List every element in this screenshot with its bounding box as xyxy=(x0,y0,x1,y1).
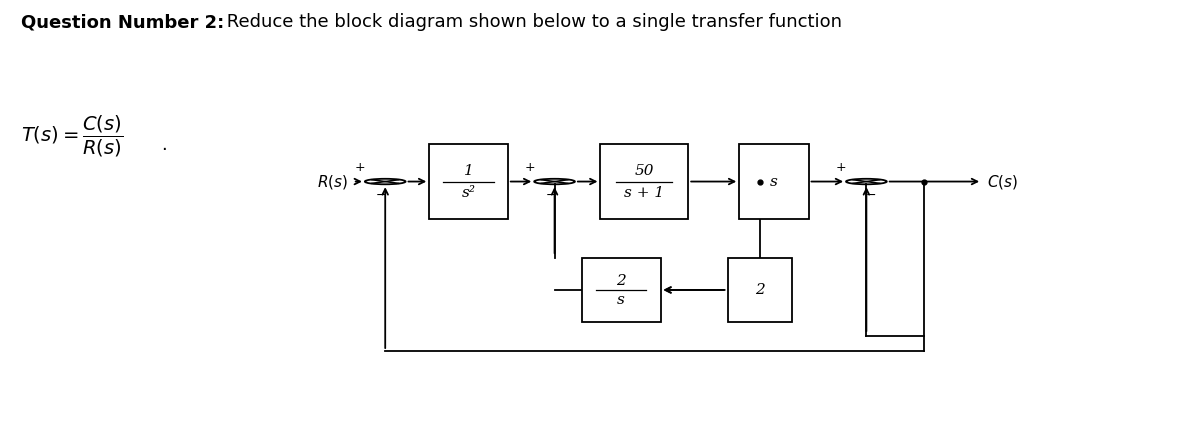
Text: .: . xyxy=(161,136,167,154)
Text: −: − xyxy=(866,189,875,202)
Text: $T(s) = \dfrac{C(s)}{R(s)}$: $T(s) = \dfrac{C(s)}{R(s)}$ xyxy=(21,114,124,159)
Text: +: + xyxy=(355,161,365,174)
Text: $C(s)$: $C(s)$ xyxy=(986,172,1017,191)
FancyBboxPatch shape xyxy=(739,144,808,219)
Text: 2: 2 xyxy=(755,283,765,297)
FancyBboxPatch shape xyxy=(581,258,660,322)
FancyBboxPatch shape xyxy=(601,144,688,219)
Text: $R(s)$: $R(s)$ xyxy=(318,172,349,191)
Text: 2: 2 xyxy=(616,274,626,288)
Text: 50: 50 xyxy=(634,164,654,178)
Text: 1: 1 xyxy=(463,164,473,178)
FancyBboxPatch shape xyxy=(429,144,507,219)
Text: s + 1: s + 1 xyxy=(624,187,664,201)
Text: Question Number 2:: Question Number 2: xyxy=(21,13,224,31)
Text: −: − xyxy=(546,189,555,202)
Text: s: s xyxy=(770,175,777,189)
Text: +: + xyxy=(836,161,847,174)
FancyBboxPatch shape xyxy=(727,258,793,322)
Text: s²: s² xyxy=(462,187,475,201)
Text: −: − xyxy=(376,189,387,202)
Text: +: + xyxy=(524,161,535,174)
Text: Reduce the block diagram shown below to a single transfer function: Reduce the block diagram shown below to … xyxy=(221,13,842,31)
Text: s: s xyxy=(617,293,626,307)
